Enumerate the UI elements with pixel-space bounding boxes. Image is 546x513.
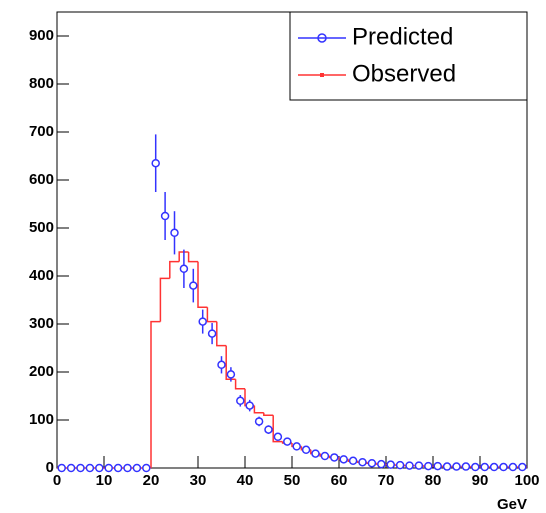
legend-label: Predicted <box>352 23 453 50</box>
predicted-point <box>424 461 433 471</box>
predicted-point <box>66 463 76 473</box>
observed-bin <box>150 320 161 468</box>
observed-bin <box>206 307 217 323</box>
predicted-point <box>151 158 160 168</box>
predicted-point <box>358 457 367 467</box>
y-tick-label: 700 <box>29 123 54 140</box>
predicted-point <box>499 462 508 472</box>
predicted-point <box>320 451 330 461</box>
x-tick-label: 50 <box>284 472 301 489</box>
legend-label: Observed <box>352 60 456 87</box>
predicted-point <box>85 463 95 473</box>
x-tick-label: 60 <box>331 472 348 489</box>
predicted-point <box>273 432 283 442</box>
predicted-point <box>283 437 292 446</box>
predicted-point <box>508 462 518 472</box>
observed-bin <box>216 321 227 347</box>
predicted-point <box>377 459 386 469</box>
predicted-point <box>198 317 207 326</box>
y-tick-label: 900 <box>29 27 54 44</box>
predicted-point <box>113 463 123 473</box>
predicted-point <box>189 281 198 290</box>
y-tick-label: 100 <box>29 411 54 428</box>
predicted-point <box>123 463 132 473</box>
legend-marker <box>317 33 327 43</box>
y-tick-label: 600 <box>29 171 54 188</box>
y-tick-label: 800 <box>29 75 54 92</box>
predicted-point <box>179 264 189 274</box>
x-tick-label: 20 <box>143 472 160 489</box>
predicted-point <box>160 211 170 221</box>
observed-bin <box>272 415 283 443</box>
x-tick-label: 70 <box>378 472 395 489</box>
predicted-point <box>348 456 358 466</box>
predicted-point <box>395 460 405 470</box>
predicted-point <box>95 463 104 473</box>
observed-bin <box>263 412 274 416</box>
predicted-point <box>442 462 452 471</box>
predicted-point <box>142 463 151 473</box>
predicted-point <box>489 462 499 472</box>
y-tick-label: 0 <box>46 459 54 476</box>
legend-box <box>289 11 528 101</box>
predicted-point <box>330 453 339 462</box>
predicted-point <box>480 462 489 472</box>
observed-bin <box>225 345 236 380</box>
legend: Predicted Observed <box>289 11 528 101</box>
predicted-point <box>207 329 217 338</box>
predicted-point <box>292 442 301 451</box>
predicted-point <box>339 455 348 464</box>
predicted-point <box>236 396 245 406</box>
predicted-point <box>226 370 236 379</box>
y-tick-label: 200 <box>29 363 54 380</box>
x-tick-label: 40 <box>237 472 254 489</box>
predicted-point <box>217 360 226 370</box>
predicted-point <box>170 228 179 238</box>
y-tick-label: 500 <box>29 219 54 236</box>
x-tick-label: 90 <box>472 472 489 489</box>
predicted-point <box>452 462 461 471</box>
predicted-point <box>518 462 527 472</box>
x-tick-label: 10 <box>96 472 113 489</box>
predicted-point <box>245 401 254 410</box>
observed-bin <box>197 261 208 308</box>
predicted-point <box>414 461 424 470</box>
predicted-point <box>264 425 273 434</box>
predicted-point <box>57 463 66 473</box>
predicted-point <box>386 460 395 469</box>
y-tick-label: 300 <box>29 315 54 332</box>
y-tick-label: 400 <box>29 267 54 284</box>
x-tick-label: 0 <box>53 472 61 489</box>
predicted-point <box>367 458 377 468</box>
x-tick-label: 100 <box>514 472 539 489</box>
observed-bin <box>187 252 198 263</box>
x-tick-label: 80 <box>425 472 442 489</box>
observed-bin <box>159 277 170 322</box>
predicted-point <box>104 463 113 473</box>
x-axis-label: GeV <box>497 496 527 513</box>
observed-bin <box>253 405 264 414</box>
predicted-point <box>132 463 142 473</box>
observed-bin <box>169 260 180 279</box>
predicted-point <box>461 462 471 471</box>
predicted-point <box>471 462 480 472</box>
x-tick-label: 30 <box>190 472 207 489</box>
observed-bin <box>178 251 189 262</box>
predicted-point <box>254 417 264 426</box>
predicted-point <box>405 461 414 470</box>
legend-marker <box>320 73 324 77</box>
predicted-point <box>301 445 311 455</box>
predicted-point <box>311 449 320 458</box>
observed-bin <box>234 379 245 390</box>
predicted-point <box>76 463 85 473</box>
predicted-point <box>433 461 442 471</box>
